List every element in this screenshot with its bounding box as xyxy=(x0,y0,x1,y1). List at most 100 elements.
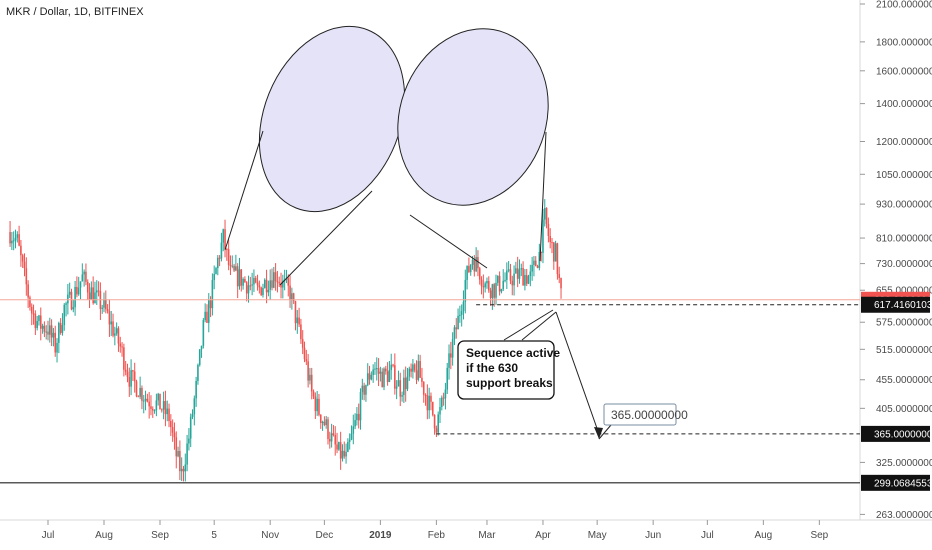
candle-body xyxy=(29,297,31,307)
note-box[interactable]: Sequence active if the 630 support break… xyxy=(457,340,560,400)
candle-body xyxy=(130,370,132,387)
candle-body xyxy=(446,367,449,390)
candle-body xyxy=(184,464,187,472)
note-line-2: if the 630 xyxy=(466,361,518,375)
candle-body xyxy=(231,265,234,267)
candle-body xyxy=(193,398,196,415)
candle-body xyxy=(412,364,414,372)
candle-body xyxy=(325,419,327,426)
price-tick-label: 1600.00000000 xyxy=(876,66,932,77)
candle-body xyxy=(480,279,483,287)
candle-body xyxy=(14,237,17,241)
candle-body xyxy=(30,306,33,314)
time-axis[interactable]: Jul Aug Sep 5 Nov Dec 2019 Feb Mar Apr May Jun Jul Au… xyxy=(42,520,829,541)
candle-body xyxy=(16,234,19,238)
candle-body xyxy=(377,368,380,374)
price-tags: 630.00000000617.41601032365.00000000299.… xyxy=(861,291,932,491)
candle-body xyxy=(92,287,94,304)
candle-body xyxy=(114,333,116,336)
candle-body xyxy=(95,290,98,293)
candle-body xyxy=(464,279,467,302)
time-tick-label: Aug xyxy=(95,530,113,541)
candle-body xyxy=(263,279,266,288)
candle-body xyxy=(294,301,297,324)
candle-body xyxy=(413,364,416,371)
candle-body xyxy=(509,269,512,281)
plot-area[interactable] xyxy=(0,5,860,484)
candle-body xyxy=(350,433,353,440)
candle-body xyxy=(394,365,396,389)
candle-body xyxy=(357,413,360,421)
candle-body xyxy=(477,257,479,269)
candle-body xyxy=(166,408,169,415)
candle-body xyxy=(390,364,393,371)
price-tick-label: 810.00000000 xyxy=(876,234,932,245)
candle-body xyxy=(222,229,225,243)
candle-body xyxy=(224,229,226,250)
candle-body xyxy=(341,450,344,459)
candle-body xyxy=(551,242,553,244)
candle-body xyxy=(323,421,326,426)
candle-body xyxy=(94,292,96,304)
horizontal-lines xyxy=(0,299,860,484)
candle-body xyxy=(207,300,210,323)
candle-body xyxy=(23,261,26,269)
price-tag-299-bg xyxy=(861,474,930,491)
candle-body xyxy=(415,370,418,380)
target-callout-pointer xyxy=(598,424,612,440)
candle-body xyxy=(435,428,438,433)
candle-body xyxy=(70,291,73,310)
candle-body xyxy=(543,208,546,220)
candle-body xyxy=(497,275,499,283)
candle-body xyxy=(244,279,246,283)
target-callout[interactable]: 365.00000000 xyxy=(603,403,688,426)
candle-body xyxy=(186,443,188,465)
candle-body xyxy=(135,381,138,397)
price-tick-label: 1400.00000000 xyxy=(876,99,932,110)
candle-body xyxy=(137,396,140,398)
candle-body xyxy=(338,442,340,450)
candle-body xyxy=(123,347,125,370)
price-tick-label: 2100.00000000 xyxy=(876,0,932,11)
candle-body xyxy=(459,314,461,316)
symbol-title[interactable]: MKR / Dollar, 1D, BITFINEX xyxy=(6,6,144,18)
candle-body xyxy=(280,283,282,288)
candle-body xyxy=(271,280,273,288)
candle-body xyxy=(522,268,524,286)
candle-body xyxy=(27,284,29,298)
time-tick-label: 5 xyxy=(211,530,217,541)
candle-body xyxy=(195,380,197,399)
candle-body xyxy=(527,276,530,284)
candle-body xyxy=(254,277,257,283)
candle-body xyxy=(67,294,69,304)
candle-body xyxy=(168,408,170,421)
candle-body xyxy=(536,265,539,268)
candle-body xyxy=(72,307,75,310)
candle-body xyxy=(397,380,400,387)
candle-body xyxy=(54,332,57,353)
candle-body xyxy=(148,401,150,407)
candle-body xyxy=(128,376,131,387)
price-axis[interactable]: 2100.00000000 1800.00000000 1600.00000000 1… xyxy=(860,0,932,521)
candle-body xyxy=(495,282,497,298)
candle-body xyxy=(153,410,156,412)
candle-body xyxy=(200,345,203,350)
candle-body xyxy=(133,371,136,382)
candle-body xyxy=(462,301,465,312)
candle-body xyxy=(110,321,113,325)
candle-body xyxy=(455,327,458,330)
candle-body xyxy=(121,346,123,348)
target-callout-frame xyxy=(603,403,677,426)
time-tick-label: Dec xyxy=(315,530,333,541)
price-tick-label: 263.00000000 xyxy=(876,510,932,521)
connector-left-lower xyxy=(279,190,373,286)
candle-body xyxy=(56,342,58,353)
time-tick-label: 2019 xyxy=(369,530,392,541)
candle-body xyxy=(448,353,450,368)
candle-body xyxy=(408,368,411,377)
candle-body xyxy=(39,315,42,329)
candle-body xyxy=(343,450,346,457)
candle-body xyxy=(74,286,76,308)
